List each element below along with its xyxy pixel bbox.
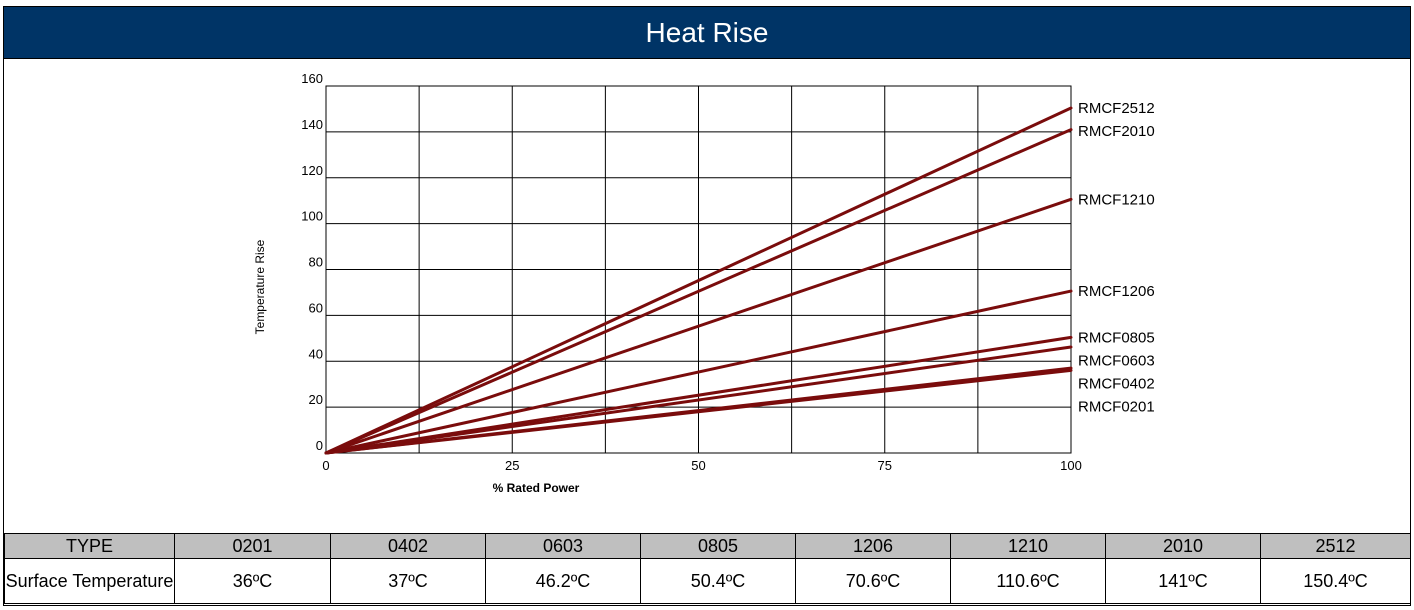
- temperature-cell: 141ºC: [1105, 558, 1261, 604]
- temperature-cell: 150.4ºC: [1260, 558, 1411, 604]
- x-tick-label: 75: [878, 458, 892, 473]
- title-bar: Heat Rise: [4, 7, 1410, 59]
- chart-grid: [325, 85, 1072, 454]
- temperature-cell: 37ºC: [330, 558, 486, 604]
- x-tick-label: 100: [1060, 458, 1082, 473]
- series-label-rmcf0402: RMCF0402: [1078, 375, 1155, 392]
- type-cell: 0201: [174, 533, 331, 559]
- heat-rise-chart: 0 20 40 60 80 100 120 140 160 0 25 50 75 100 RMCF2512…: [253, 71, 1155, 495]
- type-header-cell: TYPE: [4, 533, 175, 559]
- x-tick-label: 50: [691, 458, 705, 473]
- temperature-cell: 110.6ºC: [950, 558, 1106, 604]
- chart-ticks: 0 20 40 60 80 100 120 140 160 0 25 50 75 100: [301, 71, 1082, 473]
- y-tick-label: 160: [301, 71, 323, 86]
- series-label-rmcf2512: RMCF2512: [1078, 100, 1155, 117]
- y-tick-label: 60: [309, 300, 323, 315]
- surface-temperature-label: Surface Temperature: [4, 558, 175, 604]
- chart-series-labels: RMCF2512 RMCF2010 RMCF1210 RMCF1206 RMCF0805…: [1078, 100, 1155, 415]
- series-label-rmcf0201: RMCF0201: [1078, 398, 1155, 415]
- series-line-rmcf1206: [324, 289, 1073, 455]
- series-label-rmcf0805: RMCF0805: [1078, 329, 1155, 346]
- y-tick-label: 0: [316, 438, 323, 453]
- y-tick-label: 140: [301, 117, 323, 132]
- type-cell: 1206: [795, 533, 951, 559]
- y-tick-label: 80: [309, 255, 323, 270]
- series-line-rmcf2512: [324, 106, 1073, 455]
- table-value-row: Surface Temperature 36ºC 37ºC 46.2ºC 50.…: [4, 558, 1411, 604]
- x-tick-label: 0: [322, 458, 329, 473]
- chart-lines: [324, 106, 1073, 455]
- series-line-rmcf1210: [324, 197, 1073, 455]
- temperature-cell: 70.6ºC: [795, 558, 951, 604]
- series-line-rmcf0201: [324, 368, 1073, 455]
- x-axis-label: % Rated Power: [493, 481, 580, 495]
- temperature-cell: 46.2ºC: [485, 558, 641, 604]
- temperature-cell: 36ºC: [174, 558, 331, 604]
- type-cell: 2010: [1105, 533, 1261, 559]
- series-label-rmcf1210: RMCF1210: [1078, 191, 1155, 208]
- series-line-rmcf0603: [324, 345, 1073, 455]
- y-axis-label: Temperature Rise: [253, 239, 267, 334]
- series-label-rmcf0603: RMCF0603: [1078, 352, 1155, 369]
- table-header-row: TYPE 0201 0402 0603 0805 1206 1210 2010 …: [4, 533, 1411, 559]
- heat-rise-panel: Heat Rise 0 20 40 60 80 100 120 140 160 0 25 50 75 10…: [3, 6, 1411, 606]
- y-tick-label: 20: [309, 392, 323, 407]
- surface-temperature-table: TYPE 0201 0402 0603 0805 1206 1210 2010 …: [4, 533, 1411, 604]
- series-line-rmcf2010: [324, 128, 1073, 455]
- type-cell: 0603: [485, 533, 641, 559]
- series-label-rmcf1206: RMCF1206: [1078, 283, 1155, 300]
- y-tick-label: 120: [301, 163, 323, 178]
- series-line-rmcf0805: [324, 335, 1073, 455]
- type-cell: 2512: [1260, 533, 1411, 559]
- page-title: Heat Rise: [645, 16, 769, 48]
- type-cell: 1210: [950, 533, 1106, 559]
- series-label-rmcf2010: RMCF2010: [1078, 123, 1155, 140]
- type-cell: 0402: [330, 533, 486, 559]
- y-tick-label: 40: [309, 346, 323, 361]
- temperature-cell: 50.4ºC: [640, 558, 796, 604]
- x-tick-label: 25: [505, 458, 519, 473]
- y-tick-label: 100: [301, 209, 323, 224]
- type-cell: 0805: [640, 533, 796, 559]
